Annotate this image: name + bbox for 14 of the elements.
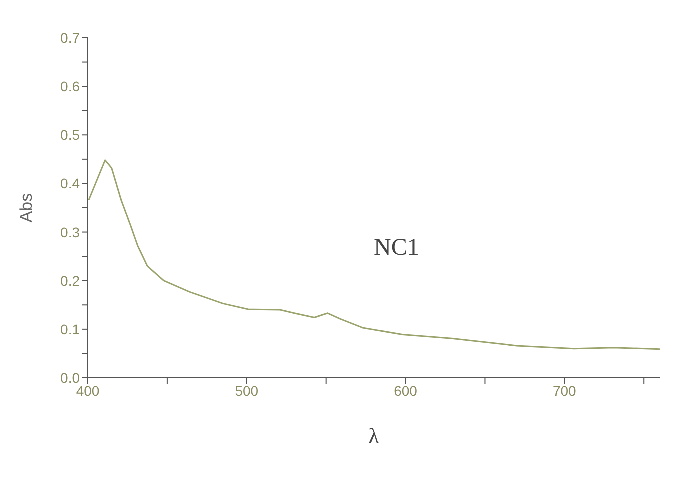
y-axis-title: Abs <box>17 193 36 223</box>
x-axis-title: λ <box>368 424 380 449</box>
y-tick-label: 0.5 <box>60 127 80 144</box>
y-tick-label: 0.3 <box>60 224 80 240</box>
x-tick-label: 600 <box>394 382 418 399</box>
text: NC1 <box>374 235 420 262</box>
y-tick-label: 0.2 <box>60 272 80 289</box>
y-tick-label: 0.4 <box>60 176 80 192</box>
x-tick-label: 700 <box>552 382 577 399</box>
y-tick-label: 0.6 <box>60 78 80 95</box>
y-tick-label: 0.1 <box>60 321 80 338</box>
y-tick-label: 0.7 <box>60 30 80 46</box>
x-tick-label: 500 <box>235 382 259 399</box>
line-series <box>88 160 660 350</box>
